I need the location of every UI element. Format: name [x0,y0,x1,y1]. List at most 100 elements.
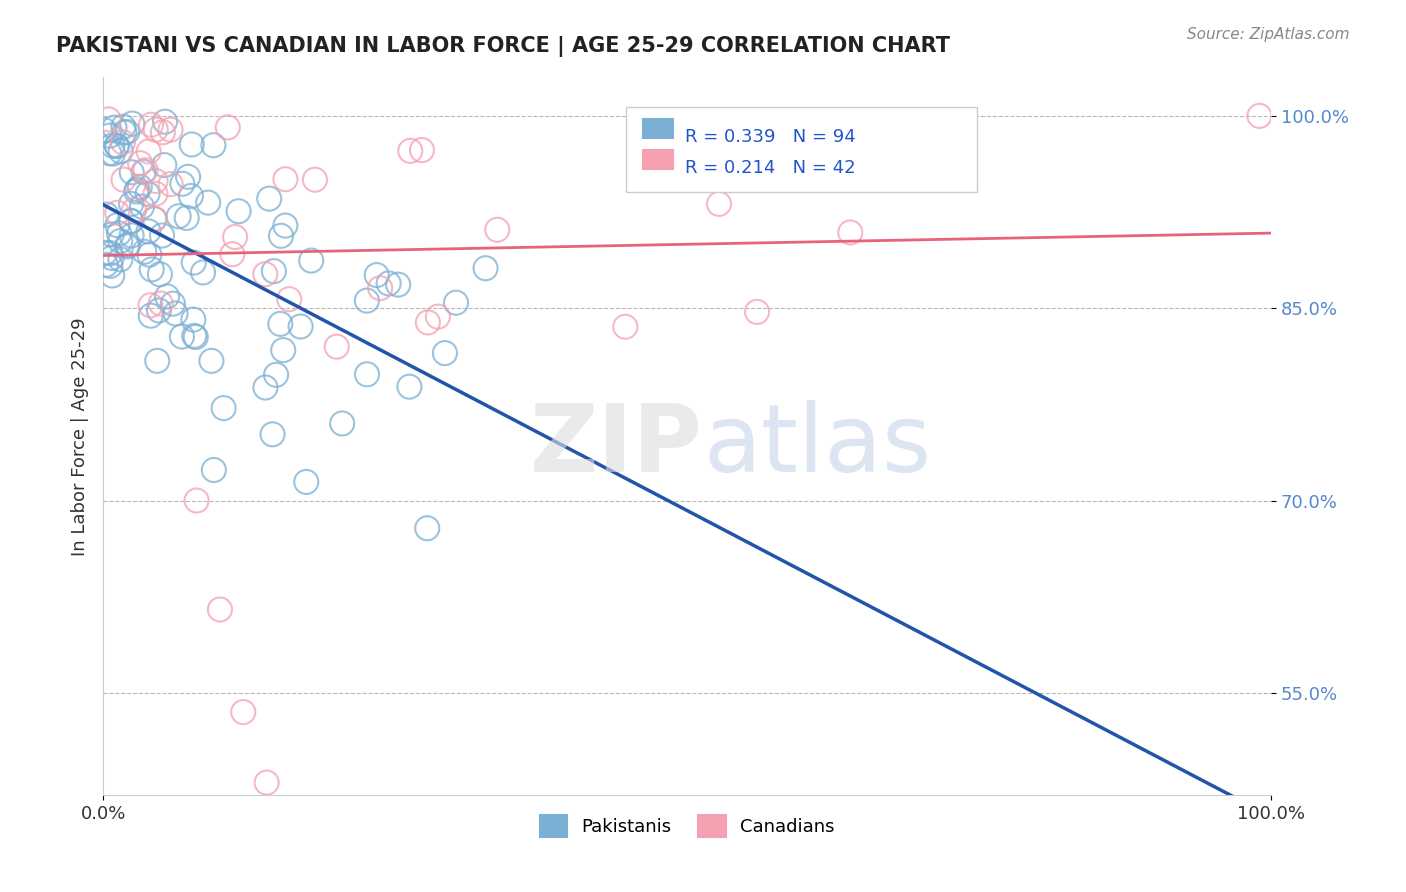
Point [145,186,167,201]
Point [745,305,768,319]
Text: R = 0.214   N = 42: R = 0.214 N = 42 [685,159,855,177]
Point [191,265,214,279]
Point [153,114,176,128]
Point [153,158,176,172]
Point [444,295,467,310]
Point [121,165,143,179]
Point [278,292,301,306]
Point [433,346,456,360]
Point [366,268,388,282]
Point [138,224,160,238]
Point [101,138,124,153]
Point [200,354,222,368]
Point [103,120,125,135]
Point [356,368,378,382]
Point [121,117,143,131]
Point [1249,109,1271,123]
Point [183,255,205,269]
Point [399,144,422,158]
Point [94,245,117,260]
Point [426,310,449,324]
Point [120,214,142,228]
Point [387,277,409,292]
Point [111,135,134,149]
Point [101,268,124,283]
Point [100,259,122,273]
Point [115,125,138,139]
Point [257,192,280,206]
Point [170,329,193,343]
Point [416,315,439,329]
Point [105,218,128,232]
Point [197,195,219,210]
Point [159,177,181,191]
Point [217,120,239,135]
Point [254,267,277,281]
Point [132,165,155,179]
Text: PAKISTANI VS CANADIAN IN LABOR FORCE | AGE 25-29 CORRELATION CHART: PAKISTANI VS CANADIAN IN LABOR FORCE | A… [56,36,950,57]
Point [304,172,326,186]
Point [271,343,294,358]
Point [135,163,157,178]
Point [398,379,420,393]
Point [224,230,246,244]
Point [377,277,399,291]
Point [134,244,156,259]
Point [299,253,322,268]
Point [127,182,149,196]
Point [143,212,166,227]
Point [614,319,637,334]
Point [290,319,312,334]
Point [105,206,128,220]
Point [149,267,172,281]
Point [117,239,139,253]
Point [98,128,121,143]
Point [325,340,347,354]
Point [411,143,433,157]
Point [112,172,135,186]
Point [165,306,187,320]
Point [172,177,194,191]
Point [180,189,202,203]
Point [202,138,225,153]
Point [269,317,291,331]
Point [167,209,190,223]
Point [150,228,173,243]
Point [208,602,231,616]
Point [486,223,509,237]
Point [141,262,163,277]
Point [120,197,142,211]
Point [330,417,353,431]
Point [122,203,145,218]
Point [94,258,117,272]
Point [186,493,208,508]
Point [138,145,160,159]
Text: Source: ZipAtlas.com: Source: ZipAtlas.com [1187,27,1350,42]
Point [416,521,439,535]
Point [148,303,170,318]
Point [232,705,254,719]
Point [138,248,160,262]
Point [263,264,285,278]
Point [264,368,287,382]
Point [254,380,277,394]
Point [162,296,184,310]
Y-axis label: In Labor Force | Age 25-29: In Labor Force | Age 25-29 [72,318,89,556]
Point [228,204,250,219]
Point [129,156,152,170]
Point [96,208,118,222]
Point [100,251,122,265]
Point [152,125,174,139]
Point [262,427,284,442]
Point [136,186,159,201]
Point [202,463,225,477]
Point [108,227,131,241]
Point [139,298,162,312]
Point [149,296,172,310]
Point [101,146,124,161]
Point [156,289,179,303]
Point [474,261,496,276]
Point [183,312,205,326]
Point [274,172,297,186]
Point [270,228,292,243]
